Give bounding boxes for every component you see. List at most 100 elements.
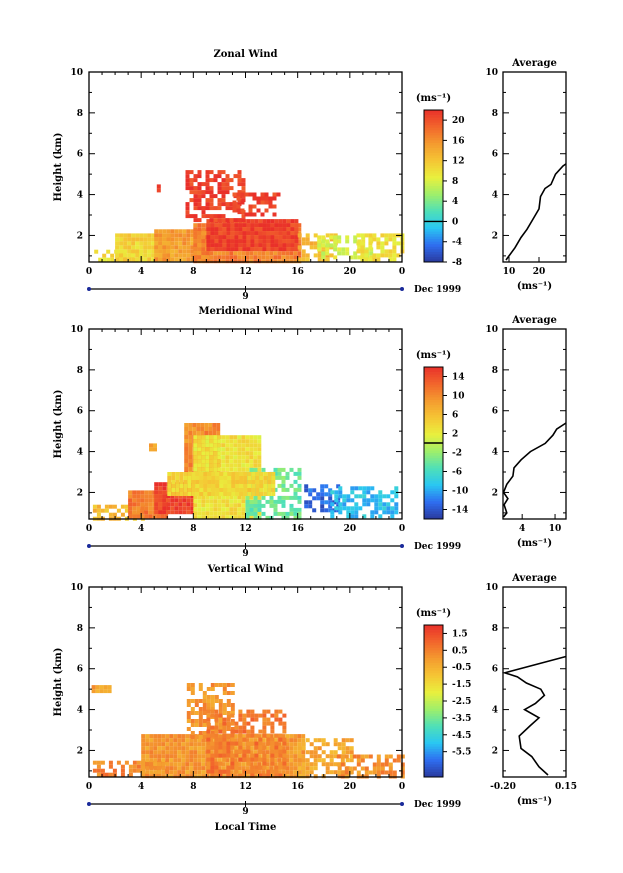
heatmap-cell xyxy=(225,435,230,440)
heatmap-cell xyxy=(222,769,227,774)
heatmap-cell xyxy=(202,711,207,715)
heatmap-cell xyxy=(193,495,198,500)
heatmap-cell xyxy=(301,241,306,246)
heatmap-cell xyxy=(297,239,302,244)
heatmap-cell xyxy=(396,253,401,258)
heatmap-cell xyxy=(217,467,222,472)
colorbar-band xyxy=(424,635,443,639)
colorbar-band xyxy=(424,726,443,730)
heatmap-cell xyxy=(124,760,129,765)
heatmap-cell xyxy=(145,770,150,775)
heatmap-cell xyxy=(193,511,198,516)
colorbar-band xyxy=(424,422,443,426)
heatmap-cell xyxy=(206,757,211,762)
heatmap-cell xyxy=(384,770,389,775)
heatmap-cell xyxy=(234,247,239,252)
heatmap-cell xyxy=(205,463,210,468)
heatmap-cell xyxy=(376,754,381,759)
heatmap-cell xyxy=(184,439,189,443)
heatmap-cell xyxy=(148,498,153,503)
heatmap-cell xyxy=(188,431,193,435)
heatmap-cell xyxy=(264,196,269,201)
heatmap-cell xyxy=(239,484,244,488)
heatmap-cell xyxy=(250,709,255,714)
heatmap-cell xyxy=(225,443,230,448)
heatmap-cell xyxy=(149,774,154,779)
heatmap-cell xyxy=(386,510,391,515)
heatmap-cell xyxy=(151,233,156,238)
heatmap-cell xyxy=(209,178,214,183)
heatmap-cell xyxy=(289,259,294,264)
heatmap-cell xyxy=(197,223,202,228)
heatmap-cell xyxy=(174,502,179,507)
heatmap-cell xyxy=(166,510,171,515)
heatmap-cell xyxy=(265,251,270,256)
heatmap-cell xyxy=(274,741,279,746)
colorbar-band xyxy=(424,771,443,775)
heatmap-cell xyxy=(154,253,159,258)
heatmap-cell xyxy=(345,750,350,755)
heatmap-cell xyxy=(230,235,235,240)
heatmap-cell xyxy=(213,467,218,472)
heatmap-cell xyxy=(382,502,387,507)
heatmap-cell xyxy=(198,687,203,691)
heatmap-cell xyxy=(210,235,215,240)
heatmap-cell xyxy=(400,762,405,767)
x-tick-label: 4 xyxy=(138,267,144,277)
heatmap-cell xyxy=(328,500,333,505)
heatmap-cell xyxy=(304,504,309,509)
heatmap-cell xyxy=(245,435,250,440)
heatmap-cell xyxy=(274,239,279,244)
heatmap-cell xyxy=(285,766,290,771)
heatmap-cell xyxy=(209,206,214,211)
heatmap-cell xyxy=(246,235,251,240)
heatmap-cell xyxy=(380,249,385,254)
x-tick-label: 20 xyxy=(344,267,357,277)
heatmap-cell xyxy=(226,711,231,715)
heatmap-cell xyxy=(96,764,101,769)
heatmap-cell xyxy=(262,713,267,718)
colorbar-band xyxy=(424,249,443,253)
heatmap-cell xyxy=(238,709,243,714)
heatmap-cell xyxy=(173,758,178,763)
heatmap-cell xyxy=(249,463,254,468)
heatmap-cell xyxy=(205,467,210,472)
heatmap-cell xyxy=(184,463,189,467)
heatmap-cell xyxy=(186,257,191,262)
heatmap-cell xyxy=(218,753,223,758)
heatmap-cell xyxy=(267,472,272,476)
colorbar-band xyxy=(424,175,443,179)
heatmap-cell xyxy=(386,506,391,511)
heatmap-cell xyxy=(154,249,159,254)
heatmap-cell xyxy=(186,715,191,719)
heatmap-cell xyxy=(258,247,263,252)
heatmap-cell xyxy=(262,725,267,730)
heatmap-cell xyxy=(281,255,286,260)
heatmap-cell xyxy=(162,229,167,234)
heatmap-cell xyxy=(278,761,283,766)
heatmap-cell xyxy=(258,243,263,248)
heatmap-cell xyxy=(222,239,227,244)
heatmap-cell xyxy=(241,742,246,747)
heatmap-cell xyxy=(177,734,182,739)
heatmap-cell xyxy=(262,765,267,770)
heatmap-cell xyxy=(301,253,306,258)
heatmap-cell xyxy=(309,770,314,775)
heatmap-cell xyxy=(217,459,222,464)
heatmap-cell xyxy=(149,750,154,755)
heatmap-cell xyxy=(370,510,375,515)
heatmap-cell xyxy=(253,259,258,264)
heatmap-cell xyxy=(210,725,215,730)
heatmap-cell xyxy=(281,499,286,504)
colorbar-band xyxy=(424,372,443,375)
heatmap-cell xyxy=(317,243,322,248)
heatmap-cell xyxy=(333,762,338,767)
heatmap-cell xyxy=(241,198,246,203)
heatmap-cell xyxy=(233,259,238,264)
heatmap-cell xyxy=(107,685,112,690)
heatmap-cell xyxy=(341,247,346,252)
heatmap-cell xyxy=(249,738,254,743)
heatmap-cell xyxy=(277,758,282,763)
heatmap-cell xyxy=(173,770,178,775)
heatmap-cell xyxy=(173,762,178,767)
